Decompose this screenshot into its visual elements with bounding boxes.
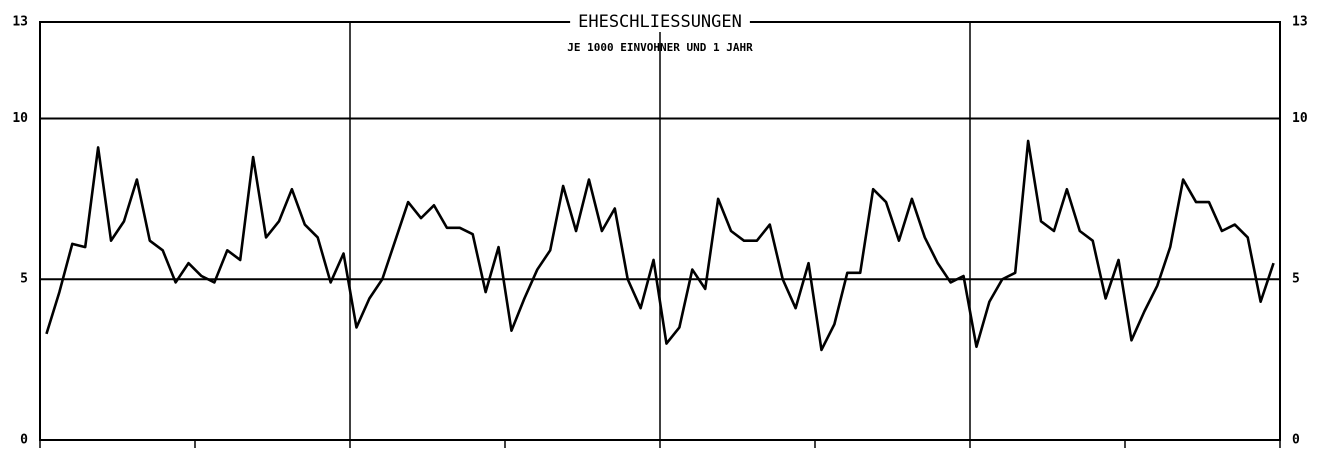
y-tick-label: 10: [12, 111, 28, 126]
y-tick-label: 5: [20, 272, 28, 287]
y2-tick-label: 10: [1292, 111, 1308, 126]
y-tick-label: 0: [20, 433, 28, 448]
y2-tick-label: 0: [1292, 433, 1300, 448]
chart-title: EHESCHLIESSUNGEN: [578, 12, 742, 32]
chart-subtitle: JE 1000 EINVOHNER UND 1 JAHR: [567, 41, 753, 54]
y2-tick-label: 5: [1292, 272, 1300, 287]
y-tick-label: 13: [12, 15, 28, 30]
y2-tick-label: 13: [1292, 15, 1308, 30]
title-background: [570, 12, 750, 32]
line-series: [45, 139, 1275, 352]
